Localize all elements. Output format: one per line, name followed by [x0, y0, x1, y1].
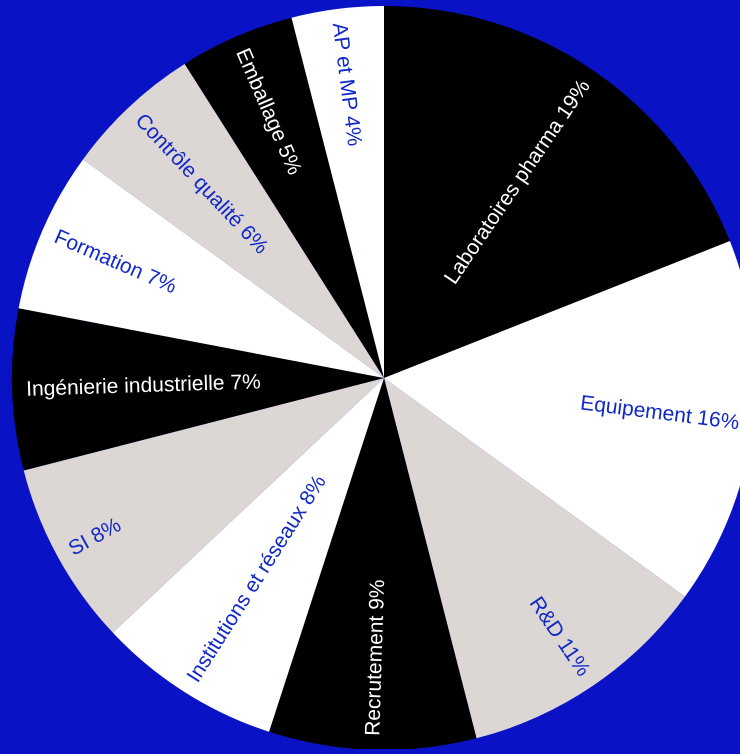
pie-slice-3 [269, 378, 477, 750]
pie-slice-5 [23, 378, 384, 633]
pie-label-3: Recrutement 9% [361, 579, 389, 736]
pie-slices [12, 5, 740, 750]
pie-slice-4 [112, 378, 384, 732]
pie-slice-1 [384, 241, 740, 597]
pie-slice-2 [384, 378, 685, 739]
pie-slice-10 [291, 6, 384, 378]
pie-slice-0 [384, 5, 730, 378]
pie-slice-9 [184, 17, 384, 378]
pie-slice-6 [12, 308, 384, 471]
pie-slice-7 [18, 159, 385, 378]
pie-slice-8 [83, 63, 385, 378]
